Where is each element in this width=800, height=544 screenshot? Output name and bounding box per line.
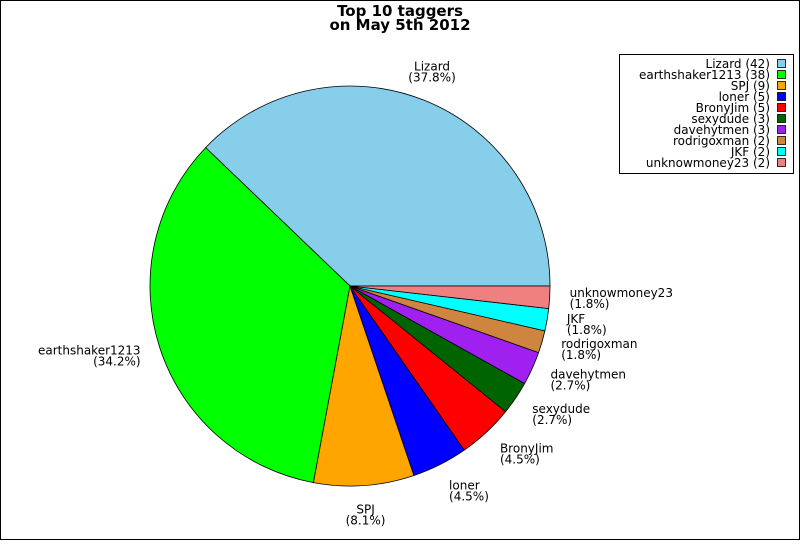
- legend-label: loner (5): [719, 90, 770, 104]
- slice-label: JKF: [566, 312, 585, 326]
- legend-swatch: [777, 103, 786, 112]
- legend-swatch: [777, 92, 786, 101]
- legend-swatch: [777, 136, 786, 145]
- slice-label: SPJ: [356, 502, 374, 516]
- legend-label: BronyJim (5): [696, 101, 770, 115]
- slice-percent: (1.8%): [570, 297, 610, 311]
- slice-percent: (4.5%): [449, 489, 489, 503]
- pie-slice: [349, 285, 551, 310]
- legend-label: sexydude (3): [691, 112, 770, 126]
- slice-label: Lizard: [414, 60, 450, 74]
- slice-label: unknowmoney23: [570, 286, 673, 300]
- legend-swatch: [777, 158, 786, 167]
- legend-label: earthshaker1213 (38): [639, 68, 770, 82]
- slice-label: davehytmen: [550, 368, 626, 382]
- legend-label: unknowmoney23 (2): [646, 156, 770, 170]
- slice-label: BronyJim: [500, 441, 554, 455]
- pie-slice: [312, 284, 415, 487]
- legend-swatch: [777, 81, 786, 90]
- pie-slice: [205, 85, 551, 287]
- slice-percent: (37.8%): [408, 71, 455, 85]
- slice-percent: (1.8%): [567, 323, 607, 337]
- slice-percent: (2.7%): [532, 413, 572, 427]
- slice-percent: (8.1%): [346, 513, 386, 527]
- legend-label: SPJ (9): [731, 79, 770, 93]
- legend-label: Lizard (42): [706, 57, 770, 71]
- legend-swatch: [777, 59, 786, 68]
- pie-slice: [149, 147, 351, 484]
- slice-percent: (34.2%): [93, 354, 140, 368]
- slice-label: loner: [449, 478, 480, 492]
- slice-label: earthshaker1213: [38, 343, 141, 357]
- legend-swatch: [777, 70, 786, 79]
- slice-percent: (2.7%): [550, 379, 590, 393]
- legend-label: rodrigoxman (2): [673, 134, 770, 148]
- legend-label: davehytmen (3): [674, 123, 770, 137]
- slice-percent: (1.8%): [561, 348, 601, 362]
- legend-label: JKF (2): [730, 145, 770, 159]
- slice-label: rodrigoxman: [561, 337, 637, 351]
- legend-box: [619, 54, 794, 174]
- legend-swatch: [777, 114, 786, 123]
- slice-label: sexydude: [532, 402, 590, 416]
- legend-swatch: [777, 125, 786, 134]
- chart-title: Top 10 taggers: [337, 2, 463, 20]
- chart-title: on May 5th 2012: [329, 16, 470, 34]
- slice-percent: (4.5%): [500, 452, 540, 466]
- legend-swatch: [777, 147, 786, 156]
